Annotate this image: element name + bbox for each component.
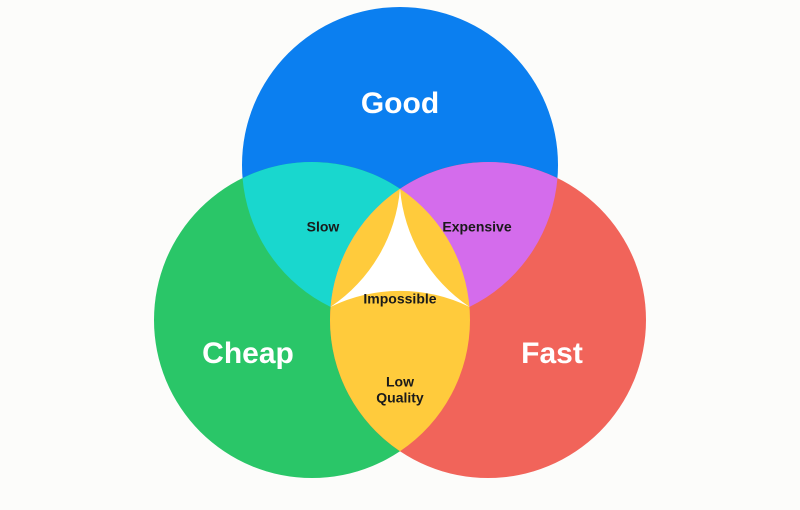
label-fast: Fast — [521, 337, 583, 370]
label-cheap: Cheap — [202, 337, 294, 370]
label-expensive: Expensive — [442, 219, 511, 235]
venn-diagram: GoodCheapFastSlowExpensiveImpossibleLowQ… — [120, 0, 680, 510]
label-slow: Slow — [307, 219, 340, 235]
venn-svg: GoodCheapFastSlowExpensiveImpossibleLowQ… — [120, 0, 680, 510]
label-good: Good — [361, 87, 439, 120]
label-impossible: Impossible — [363, 291, 436, 307]
